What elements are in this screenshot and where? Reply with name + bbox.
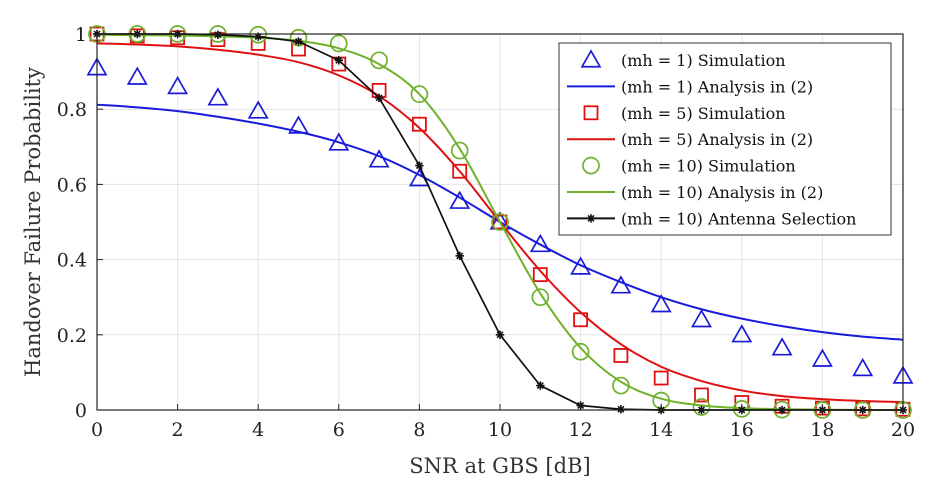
legend-label: (mh = 1) Analysis in (2) xyxy=(621,77,813,96)
y-tick-label: 0.4 xyxy=(57,250,87,272)
x-tick-label: 12 xyxy=(569,419,593,441)
x-tick-label: 16 xyxy=(730,419,754,441)
data-point xyxy=(455,251,464,261)
asterisk-stroke xyxy=(254,33,262,41)
data-point xyxy=(571,342,590,361)
legend-marker-sample xyxy=(580,49,602,68)
data-point xyxy=(852,357,874,377)
x-axis-label: SNR at GBS [dB] xyxy=(409,454,590,478)
data-point xyxy=(495,330,505,339)
legend-entry: (mh = 10) Analysis in (2) xyxy=(567,183,823,202)
legend-entry: (mh = 5) Analysis in (2) xyxy=(567,130,813,149)
legend-entry: (mh = 10) Antenna Selection xyxy=(567,209,856,228)
data-point xyxy=(126,66,148,85)
asterisk-stroke xyxy=(617,405,625,413)
data-point xyxy=(167,75,189,95)
data-point xyxy=(532,267,548,283)
x-tick-label: 8 xyxy=(413,419,425,441)
legend-label: (mh = 5) Simulation xyxy=(621,104,786,123)
data-point xyxy=(771,337,793,356)
y-tick-label: 0 xyxy=(75,400,87,422)
y-tick-label: 0.2 xyxy=(57,325,87,347)
x-tick-label: 2 xyxy=(172,419,184,441)
data-point xyxy=(694,387,709,403)
data-point xyxy=(289,28,308,47)
x-tick-label: 6 xyxy=(333,419,345,441)
asterisk-stroke xyxy=(214,31,222,39)
data-point xyxy=(415,161,424,170)
data-point xyxy=(247,100,269,119)
asterisk-stroke xyxy=(496,331,504,339)
data-point xyxy=(613,348,629,363)
data-point xyxy=(288,115,309,134)
y-axis-label: Handover Failure Probability xyxy=(21,67,45,377)
x-tick-label: 4 xyxy=(252,419,264,441)
y-tick-label: 0.6 xyxy=(57,174,87,196)
x-tick-label: 20 xyxy=(891,419,915,441)
legend-label: (mh = 5) Analysis in (2) xyxy=(621,130,813,149)
legend-label: (mh = 10) Antenna Selection xyxy=(621,209,856,228)
series-line xyxy=(96,33,904,412)
data-point xyxy=(570,256,592,275)
series-m-h-10-analysis-in-2 xyxy=(96,33,904,412)
x-tick-label: 18 xyxy=(810,419,834,441)
asterisk-stroke xyxy=(456,252,464,260)
legend-entry: (mh = 1) Analysis in (2) xyxy=(567,77,813,96)
data-point xyxy=(650,294,672,313)
data-point xyxy=(492,214,508,230)
data-point xyxy=(450,141,469,160)
legend-marker-sample xyxy=(586,214,596,223)
data-point xyxy=(294,37,303,46)
legend-marker-sample xyxy=(582,156,600,175)
legend: (mh = 1) Simulation (mh = 1) Analysis in … xyxy=(558,42,892,236)
data-point xyxy=(411,116,427,132)
data-point xyxy=(531,288,550,307)
asterisk-stroke xyxy=(335,56,343,64)
x-tick-label: 14 xyxy=(649,419,673,441)
y-tick-label: 0.8 xyxy=(57,99,87,121)
data-point xyxy=(731,324,753,343)
data-point xyxy=(536,381,545,390)
x-tick-label: 0 xyxy=(91,419,103,441)
legend-marker-sample xyxy=(583,105,599,121)
data-point xyxy=(691,309,712,328)
legend-label: (mh = 1) Simulation xyxy=(621,51,786,70)
data-point xyxy=(213,30,223,39)
data-point xyxy=(334,56,343,65)
legend-entry: (mh = 10) Simulation xyxy=(582,156,796,176)
data-point xyxy=(452,163,468,179)
data-point xyxy=(616,405,626,414)
asterisk-stroke xyxy=(536,382,544,390)
asterisk-stroke xyxy=(294,38,303,46)
data-point xyxy=(249,25,268,44)
tick-labels: 0 2 4 6 8 10 12 14 16 18 20 0 0.2 0.4 0.6 0.8 1 xyxy=(57,24,915,441)
data-point xyxy=(410,85,429,104)
data-point xyxy=(207,87,229,106)
y-tick-label: 1 xyxy=(75,24,87,46)
legend-label: (mh = 10) Simulation xyxy=(621,157,796,176)
legend-entry: (mh = 1) Simulation xyxy=(580,49,786,70)
data-point xyxy=(374,93,384,103)
asterisk-stroke xyxy=(587,214,595,222)
asterisk-stroke xyxy=(415,162,423,170)
data-point xyxy=(329,34,348,53)
data-point xyxy=(653,370,669,386)
asterisk-stroke xyxy=(375,94,383,102)
data-point xyxy=(811,348,833,367)
data-point xyxy=(491,213,509,231)
legend-entry: (mh = 5) Simulation xyxy=(583,104,786,123)
x-tick-label: 10 xyxy=(488,419,512,441)
legend-label: (mh = 10) Analysis in (2) xyxy=(621,183,823,202)
data-point xyxy=(529,233,551,253)
